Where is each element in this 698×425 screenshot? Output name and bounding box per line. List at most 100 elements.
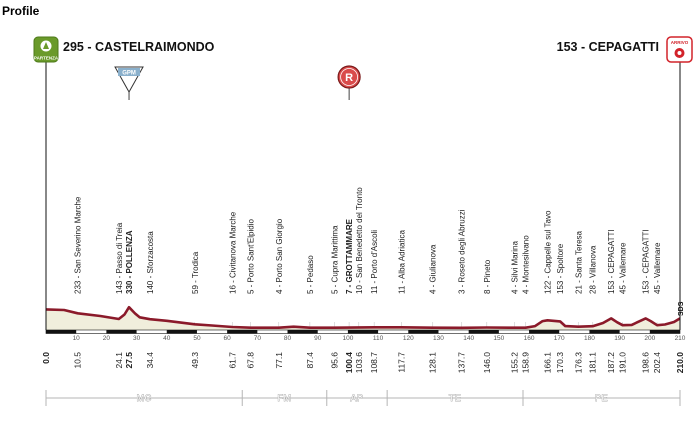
km-label: 210.0: [675, 352, 685, 374]
profile-markers: PARTENZA 295 - CASTELRAIMONDO ARRIVO 153 - …: [33, 36, 693, 330]
refuel-marker: R: [337, 65, 361, 89]
km-label: 117.7: [396, 352, 406, 373]
km-label: 181.1: [588, 352, 598, 374]
km-tick-label: 20: [103, 335, 111, 342]
km-bar-segment: [529, 330, 560, 334]
place-label: 59 - Trodica: [191, 251, 200, 294]
province-bar: MC FM AP TE PE: [45, 390, 681, 406]
km-label: 34.4: [145, 352, 155, 369]
km-bar-segment: [468, 330, 499, 334]
km-tick-label: 160: [524, 335, 535, 342]
finish-target-center-icon: [677, 51, 682, 55]
km-label: 155.2: [510, 352, 520, 374]
km-label: 176.3: [573, 352, 583, 374]
place-label: 10 - San Benedetto del Tronto: [355, 187, 364, 294]
km-label: 158.9: [521, 352, 531, 374]
km-bar-segment: [347, 330, 379, 334]
km-label: 198.6: [641, 352, 651, 374]
place-label: 16 - Civitanova Marche: [228, 211, 237, 294]
km-tick-label: 90: [314, 335, 322, 342]
place-label: 330 - POLLENZA: [125, 230, 134, 294]
province-label: FM: [278, 393, 292, 403]
place-label: 5 - Pedaso: [306, 255, 315, 294]
start-mountain-icon: [43, 42, 49, 49]
place-label: 45 - Vallemare: [653, 242, 662, 294]
place-label: 4 - Giulianova: [429, 244, 438, 294]
gpm-marker: GPM: [114, 66, 144, 94]
place-labels: 233 - San Severino Marche 143 - Passo di …: [74, 187, 662, 294]
km-tick-label: 60: [224, 335, 232, 342]
km-label: 166.1: [543, 352, 553, 374]
km-bar-segment: [649, 330, 680, 334]
place-label: 3 - Roseto degli Abruzzi: [458, 209, 467, 294]
profile-line: [45, 305, 681, 330]
province-label: TE: [449, 393, 462, 403]
place-label: 7 - GROTTAMMARE: [345, 218, 354, 294]
km-tick-label: 30: [133, 335, 141, 342]
km-label: 191.0: [618, 352, 628, 374]
km-label: 61.7: [227, 352, 237, 369]
km-labels: 0.0 10.5 24.1 27.5 34.4 49.3 61.7 67.8 77.1 87.4 9…: [41, 352, 685, 374]
km-tick-label: 70: [254, 335, 262, 342]
km-tick-label: 170: [554, 335, 565, 342]
km-bar-segment: [46, 330, 77, 334]
km-label: 108.7: [369, 352, 379, 374]
km-tick-label: 140: [463, 335, 474, 342]
km-tick-label: 50: [193, 335, 201, 342]
refuel-circle-icon: [337, 65, 361, 89]
km-tick-label: 150: [493, 335, 504, 342]
place-label: 122 - Cappelle sul Tavo: [544, 210, 553, 294]
km-label: 103.6: [354, 352, 364, 374]
province-label: AP: [350, 393, 363, 403]
place-label: 140 - Sforzacosta: [146, 231, 155, 294]
place-label: 143 - Passo di Treia: [115, 222, 124, 294]
km-label: 202.4: [652, 352, 662, 374]
place-label: 11 - Porto d'Ascoli: [370, 230, 379, 294]
km-bar-segment: [106, 330, 137, 334]
gpm-label: GPM: [122, 71, 136, 77]
km-label: 128.1: [428, 352, 438, 374]
km-label: 77.1: [274, 352, 284, 369]
km-tick-label: 100: [342, 335, 353, 342]
place-label: 4 - Silvi Marina: [511, 241, 520, 294]
km-tick-label: 180: [584, 335, 595, 342]
gpm-label-bg: [118, 68, 141, 76]
page-title: Profile: [2, 4, 40, 18]
place-label: 45 - Vallemare: [619, 242, 628, 294]
km-bar-segment: [227, 330, 258, 334]
km-label: 137.7: [457, 352, 467, 374]
start-label: 295 - CASTELRAIMONDO: [63, 40, 215, 54]
km-tick-label: 190: [614, 335, 625, 342]
km-bar-segment: [408, 330, 439, 334]
km-tick-label: 130: [433, 335, 444, 342]
finish-label: 153 - CEPAGATTI: [557, 40, 659, 54]
profile-area: [46, 307, 680, 330]
km-label: 95.6: [330, 352, 340, 369]
km-tick-label: 80: [284, 335, 292, 342]
province-label: MC: [137, 393, 152, 403]
km-label: 100.4: [344, 352, 354, 374]
km-label: 0.0: [41, 352, 51, 364]
province-label: PE: [595, 393, 608, 403]
place-label: 28 - Villanova: [589, 245, 598, 294]
refuel-label: R: [345, 72, 353, 84]
km-tick-label: 110: [373, 335, 384, 342]
refuel-ring-icon: [340, 68, 359, 86]
km-label: 27.5: [124, 352, 134, 369]
place-label: 8 - Pineto: [483, 259, 492, 294]
km-bar-segment: [166, 330, 197, 334]
km-tick-label: 120: [403, 335, 414, 342]
place-label: 4 - Montesilvano: [522, 235, 531, 294]
km-bar-segment: [287, 330, 318, 334]
km-tick-label: 10: [73, 335, 81, 342]
km-label: 10.5: [73, 352, 83, 369]
place-label: 4 - Porto San Giorgio: [275, 218, 284, 294]
profile-base: 10 20 30 40 50 60 70 80 90 100 110 120 130 140 150 160 1…: [45, 305, 686, 342]
km-tick-label: 200: [644, 335, 655, 342]
place-label: 5 - Porto Sant'Elpidio: [247, 219, 256, 294]
finish-badge-text: ARRIVO: [671, 40, 689, 45]
km-label: 49.3: [190, 352, 200, 369]
km-label: 187.2: [606, 352, 616, 374]
km-label: 146.0: [482, 352, 492, 374]
start-badge: PARTENZA: [33, 36, 59, 63]
